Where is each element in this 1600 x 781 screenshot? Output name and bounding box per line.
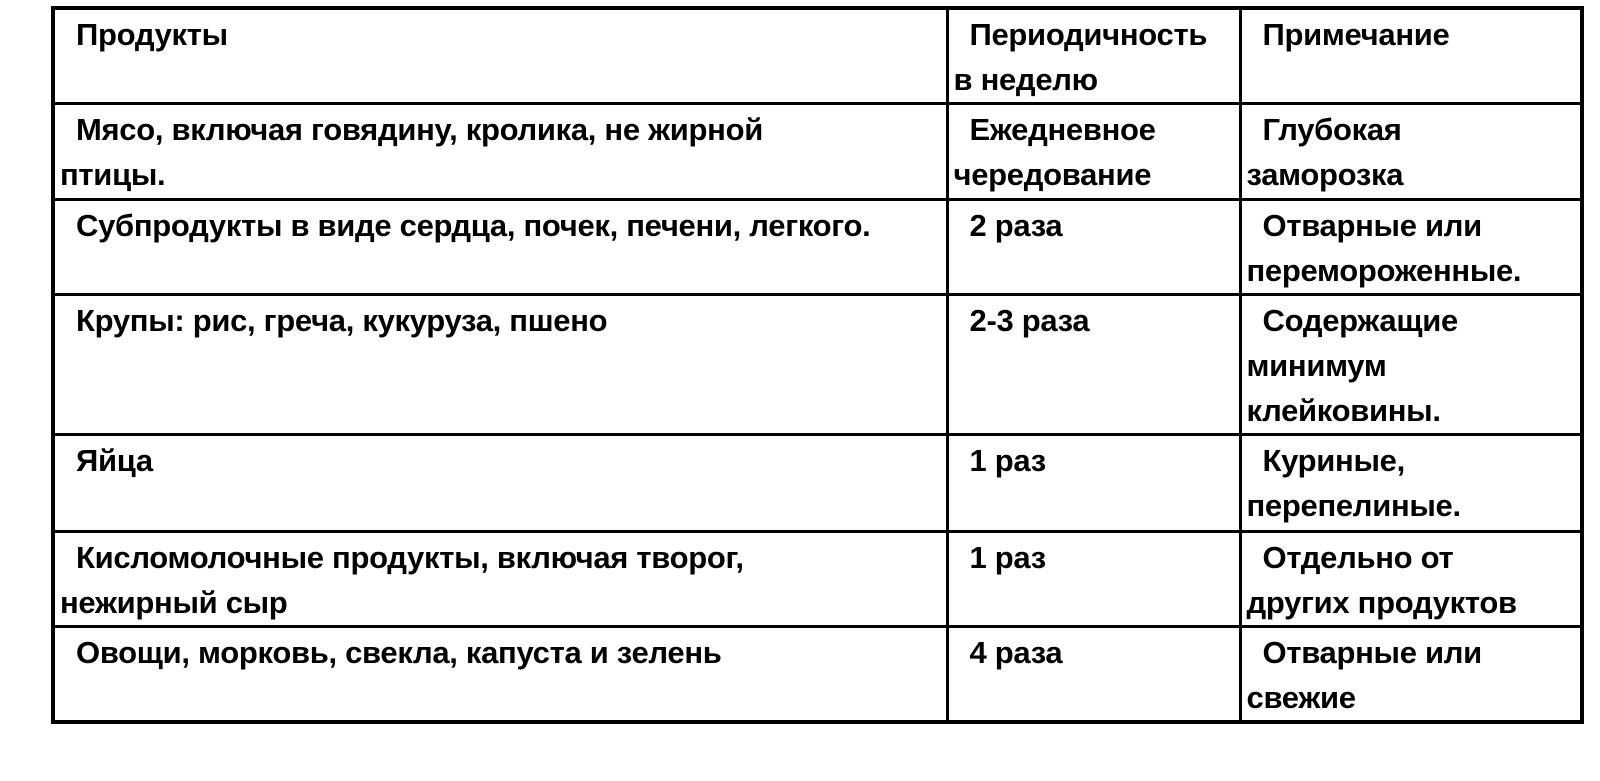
cell-note: Куриные, перепелиные. [1238,433,1584,533]
cell-frequency: 2-3 раза [945,293,1242,436]
cell-note: Отдельно от других продуктов [1238,530,1584,628]
header-note: Примечание [1238,6,1584,105]
cell-frequency: 1 раз [945,530,1242,628]
cell-product: Яйца [51,433,949,533]
cell-product: Кисломолочные продукты, включая творог, … [51,530,949,628]
cell-frequency: 2 раза [945,198,1242,296]
header-frequency: Периодичность в неделю [945,6,1242,105]
cell-product: Субпродукты в виде сердца, почек, печени… [51,198,949,296]
table-row: Яйца 1 раз Куриные, перепелиные. [51,433,1584,533]
table-row: Кисломолочные продукты, включая творог, … [51,530,1584,628]
table-row: Субпродукты в виде сердца, почек, печени… [51,198,1584,296]
table-row: Овощи, морковь, свекла, капуста и зелень… [51,625,1584,724]
cell-frequency: Ежедневное чередование [945,102,1242,201]
feeding-schedule-table: Продукты Периодичность в неделю Примечан… [51,6,1584,724]
table-row: Крупы: рис, греча, кукуруза, пшено 2-3 р… [51,293,1584,436]
cell-product: Крупы: рис, греча, кукуруза, пшено [51,293,949,436]
cell-note: Глубокая заморозка [1238,102,1584,201]
table-header-row: Продукты Периодичность в неделю Примечан… [51,6,1584,105]
cell-note: Содержащие минимум клейковины. [1238,293,1584,436]
cell-product: Овощи, морковь, свекла, капуста и зелень [51,625,949,724]
header-product: Продукты [51,6,949,105]
cell-note: Отварные или переморо­женные. [1238,198,1584,296]
table-row: Мясо, включая говядину, кролика, не жирн… [51,102,1584,201]
cell-product: Мясо, включая говядину, кролика, не жирн… [51,102,949,201]
cell-frequency: 4 раза [945,625,1242,724]
cell-note: Отварные или свежие [1238,625,1584,724]
cell-frequency: 1 раз [945,433,1242,533]
